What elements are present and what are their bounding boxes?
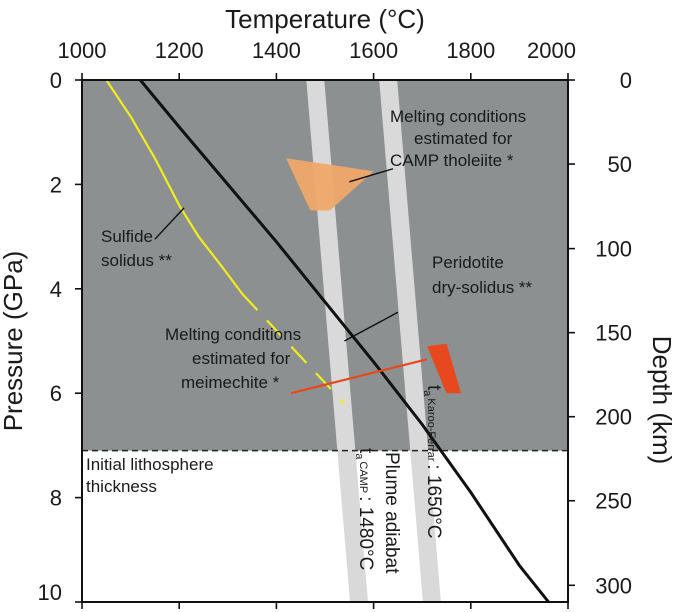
x-tick-label: 1200 bbox=[155, 38, 204, 63]
peridotite-label-1: Peridotite bbox=[432, 253, 504, 272]
y2-axis-title: Depth (km) bbox=[647, 336, 675, 465]
camp-region-label-2: estimated for bbox=[414, 129, 513, 148]
camp-leader-line bbox=[349, 168, 394, 183]
axis-ticks: 1000 1200 1400 1600 1800 20000246810050100150… bbox=[38, 38, 632, 609]
x-tick-label: 1600 bbox=[349, 38, 398, 63]
sulfide-leader-line bbox=[154, 207, 185, 240]
y2-tick-label: 250 bbox=[595, 489, 632, 514]
y-tick-label: 2 bbox=[50, 172, 62, 197]
meimechite-label-2: estimated for bbox=[192, 349, 291, 368]
y2-tick-label: 300 bbox=[595, 573, 632, 598]
y2-tick-label: 100 bbox=[595, 237, 632, 262]
peridotite-solidus-line bbox=[139, 80, 550, 602]
adiabat-band-karoo bbox=[379, 80, 441, 602]
y2-tick-label: 0 bbox=[620, 68, 632, 93]
meimechite-label-1: Melting conditions bbox=[165, 325, 301, 344]
peridotite-label-2: dry-solidus ** bbox=[432, 278, 533, 297]
y-axis-title: Pressure (GPa) bbox=[0, 251, 28, 432]
sulfide-label-1: Sulfide bbox=[101, 227, 153, 246]
y2-tick-label: 50 bbox=[608, 152, 632, 177]
x-tick-label: 1000 bbox=[58, 38, 107, 63]
plume-adiabat-label: Plume adiabat bbox=[381, 452, 402, 574]
region-meimechite bbox=[427, 343, 462, 394]
y2-tick-label: 150 bbox=[595, 321, 632, 346]
x-tick-label: 1400 bbox=[252, 38, 301, 63]
karoo-adiabat-label: taKaroo-Ferrar: 1650°C bbox=[421, 385, 444, 539]
y-tick-label: 10 bbox=[38, 580, 62, 605]
lithosphere-label-2: thickness bbox=[86, 477, 157, 496]
lithosphere-label-1: Initial lithosphere bbox=[86, 455, 214, 474]
sulfide-label-2: solidus ** bbox=[101, 251, 172, 270]
x-tick-label: 2000 bbox=[527, 38, 576, 63]
y-tick-label: 0 bbox=[50, 68, 62, 93]
x-tick-label: 1800 bbox=[446, 38, 495, 63]
y-tick-label: 8 bbox=[50, 486, 62, 511]
x-axis-title: Temperature (°C) bbox=[225, 4, 425, 34]
y2-tick-label: 200 bbox=[595, 405, 632, 430]
sulfide-solidus-solid-line bbox=[105, 80, 244, 295]
plot-frame bbox=[81, 79, 569, 603]
y-tick-label: 6 bbox=[50, 381, 62, 406]
meimechite-leader-line bbox=[290, 358, 428, 395]
camp-region-label-1: Melting conditions bbox=[390, 107, 526, 126]
meimechite-label-3: meimechite * bbox=[181, 373, 280, 392]
sulfide-solidus-dashed-line bbox=[241, 293, 346, 405]
camp-adiabat-label: taCAMP: 1480°C bbox=[353, 448, 376, 570]
region-camp-tholeiite bbox=[286, 158, 374, 211]
y-tick-label: 4 bbox=[50, 277, 62, 302]
camp-region-label-3: CAMP tholeiite * bbox=[390, 151, 514, 170]
peridotite-leader-line bbox=[344, 311, 399, 342]
